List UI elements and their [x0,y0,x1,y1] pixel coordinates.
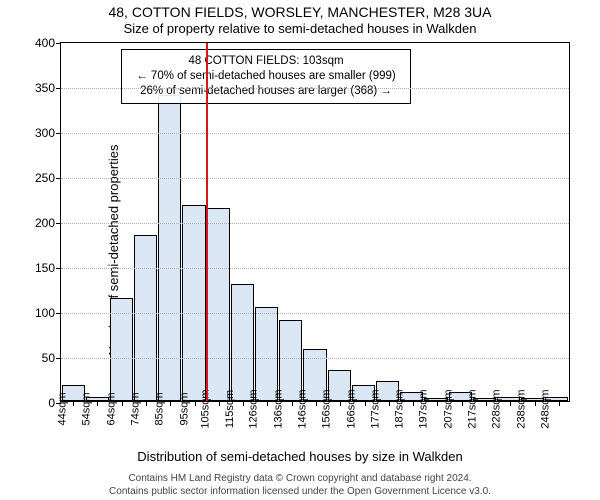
x-tick-label: 177sqm [369,389,381,428]
x-tick-label: 85sqm [154,392,166,425]
gridline-h [61,358,569,359]
x-tick-mark [146,401,147,406]
x-tick-label: 54sqm [81,392,93,425]
x-tick-label: 197sqm [418,389,430,428]
x-tick-label: 217sqm [466,389,478,428]
y-tick-mark [56,43,61,44]
x-tick-mark [486,401,487,406]
histogram-bar [158,95,181,401]
histogram-bar [182,205,205,401]
x-tick-mark [122,401,123,406]
x-tick-label: 248sqm [539,389,551,428]
x-tick-mark [559,401,560,406]
x-tick-label: 187sqm [394,389,406,428]
y-tick-mark [56,358,61,359]
x-tick-mark [535,401,536,406]
x-tick-mark [413,401,414,406]
annotation-line-3: 26% of semi-detached houses are larger (… [130,84,402,99]
x-tick-label: 95sqm [178,392,190,425]
y-tick-label: 400 [35,36,55,50]
footer-line-2: Contains public sector information licen… [0,486,600,499]
chart-container: 48, COTTON FIELDS, WORSLEY, MANCHESTER, … [0,0,600,500]
x-tick-mark [170,401,171,406]
x-tick-mark [462,401,463,406]
x-axis-title: Distribution of semi-detached houses by … [0,449,600,464]
y-tick-label: 0 [48,396,55,410]
x-tick-mark [97,401,98,406]
y-tick-label: 350 [35,81,55,95]
y-tick-mark [56,178,61,179]
x-tick-label: 166sqm [345,389,357,428]
x-tick-mark [292,401,293,406]
annotation-line-1: 48 COTTON FIELDS: 103sqm [130,54,402,69]
x-tick-label: 207sqm [442,389,454,428]
x-tick-mark [73,401,74,406]
x-tick-label: 115sqm [224,390,236,428]
y-tick-label: 100 [35,306,55,320]
chart-title-main: 48, COTTON FIELDS, WORSLEY, MANCHESTER, … [0,0,600,21]
x-tick-label: 126sqm [248,389,260,428]
plot-area: 48 COTTON FIELDS: 103sqm ← 70% of semi-d… [60,42,570,402]
y-tick-label: 250 [35,171,55,185]
x-tick-label: 146sqm [296,389,308,428]
gridline-h [61,88,569,89]
histogram-bar [134,235,157,402]
x-tick-mark [219,401,220,406]
y-tick-label: 200 [35,216,55,230]
gridline-h [61,178,569,179]
y-tick-label: 300 [35,126,55,140]
gridline-h [61,223,569,224]
x-tick-label: 238sqm [515,389,527,428]
annotation-line-2: ← 70% of semi-detached houses are smalle… [130,69,402,84]
y-tick-mark [56,223,61,224]
x-tick-label: 156sqm [321,389,333,428]
reference-line [206,43,208,401]
histogram-bar [255,307,278,402]
x-tick-mark [389,401,390,406]
x-tick-mark [316,401,317,406]
annotation-box: 48 COTTON FIELDS: 103sqm ← 70% of semi-d… [121,49,411,104]
y-tick-mark [56,133,61,134]
x-tick-label: 228sqm [491,389,503,428]
x-tick-label: 44sqm [57,392,69,425]
x-tick-mark [195,401,196,406]
y-tick-mark [56,88,61,89]
chart-title-sub: Size of property relative to semi-detach… [0,21,600,37]
x-tick-mark [340,401,341,406]
y-tick-mark [56,313,61,314]
y-tick-label: 50 [42,351,55,365]
footer-line-1: Contains HM Land Registry data © Crown c… [0,473,600,486]
histogram-bar [231,284,254,401]
x-tick-mark [365,401,366,406]
x-tick-mark [243,401,244,406]
x-tick-mark [437,401,438,406]
histogram-bar [207,208,230,402]
x-tick-label: 74sqm [129,392,141,425]
x-tick-mark [510,401,511,406]
x-tick-mark [267,401,268,406]
x-tick-label: 64sqm [105,392,117,425]
gridline-h [61,133,569,134]
x-tick-label: 136sqm [272,389,284,428]
gridline-h [61,268,569,269]
gridline-h [61,313,569,314]
footer-attribution: Contains HM Land Registry data © Crown c… [0,473,600,498]
y-tick-mark [56,268,61,269]
y-tick-label: 150 [35,261,55,275]
